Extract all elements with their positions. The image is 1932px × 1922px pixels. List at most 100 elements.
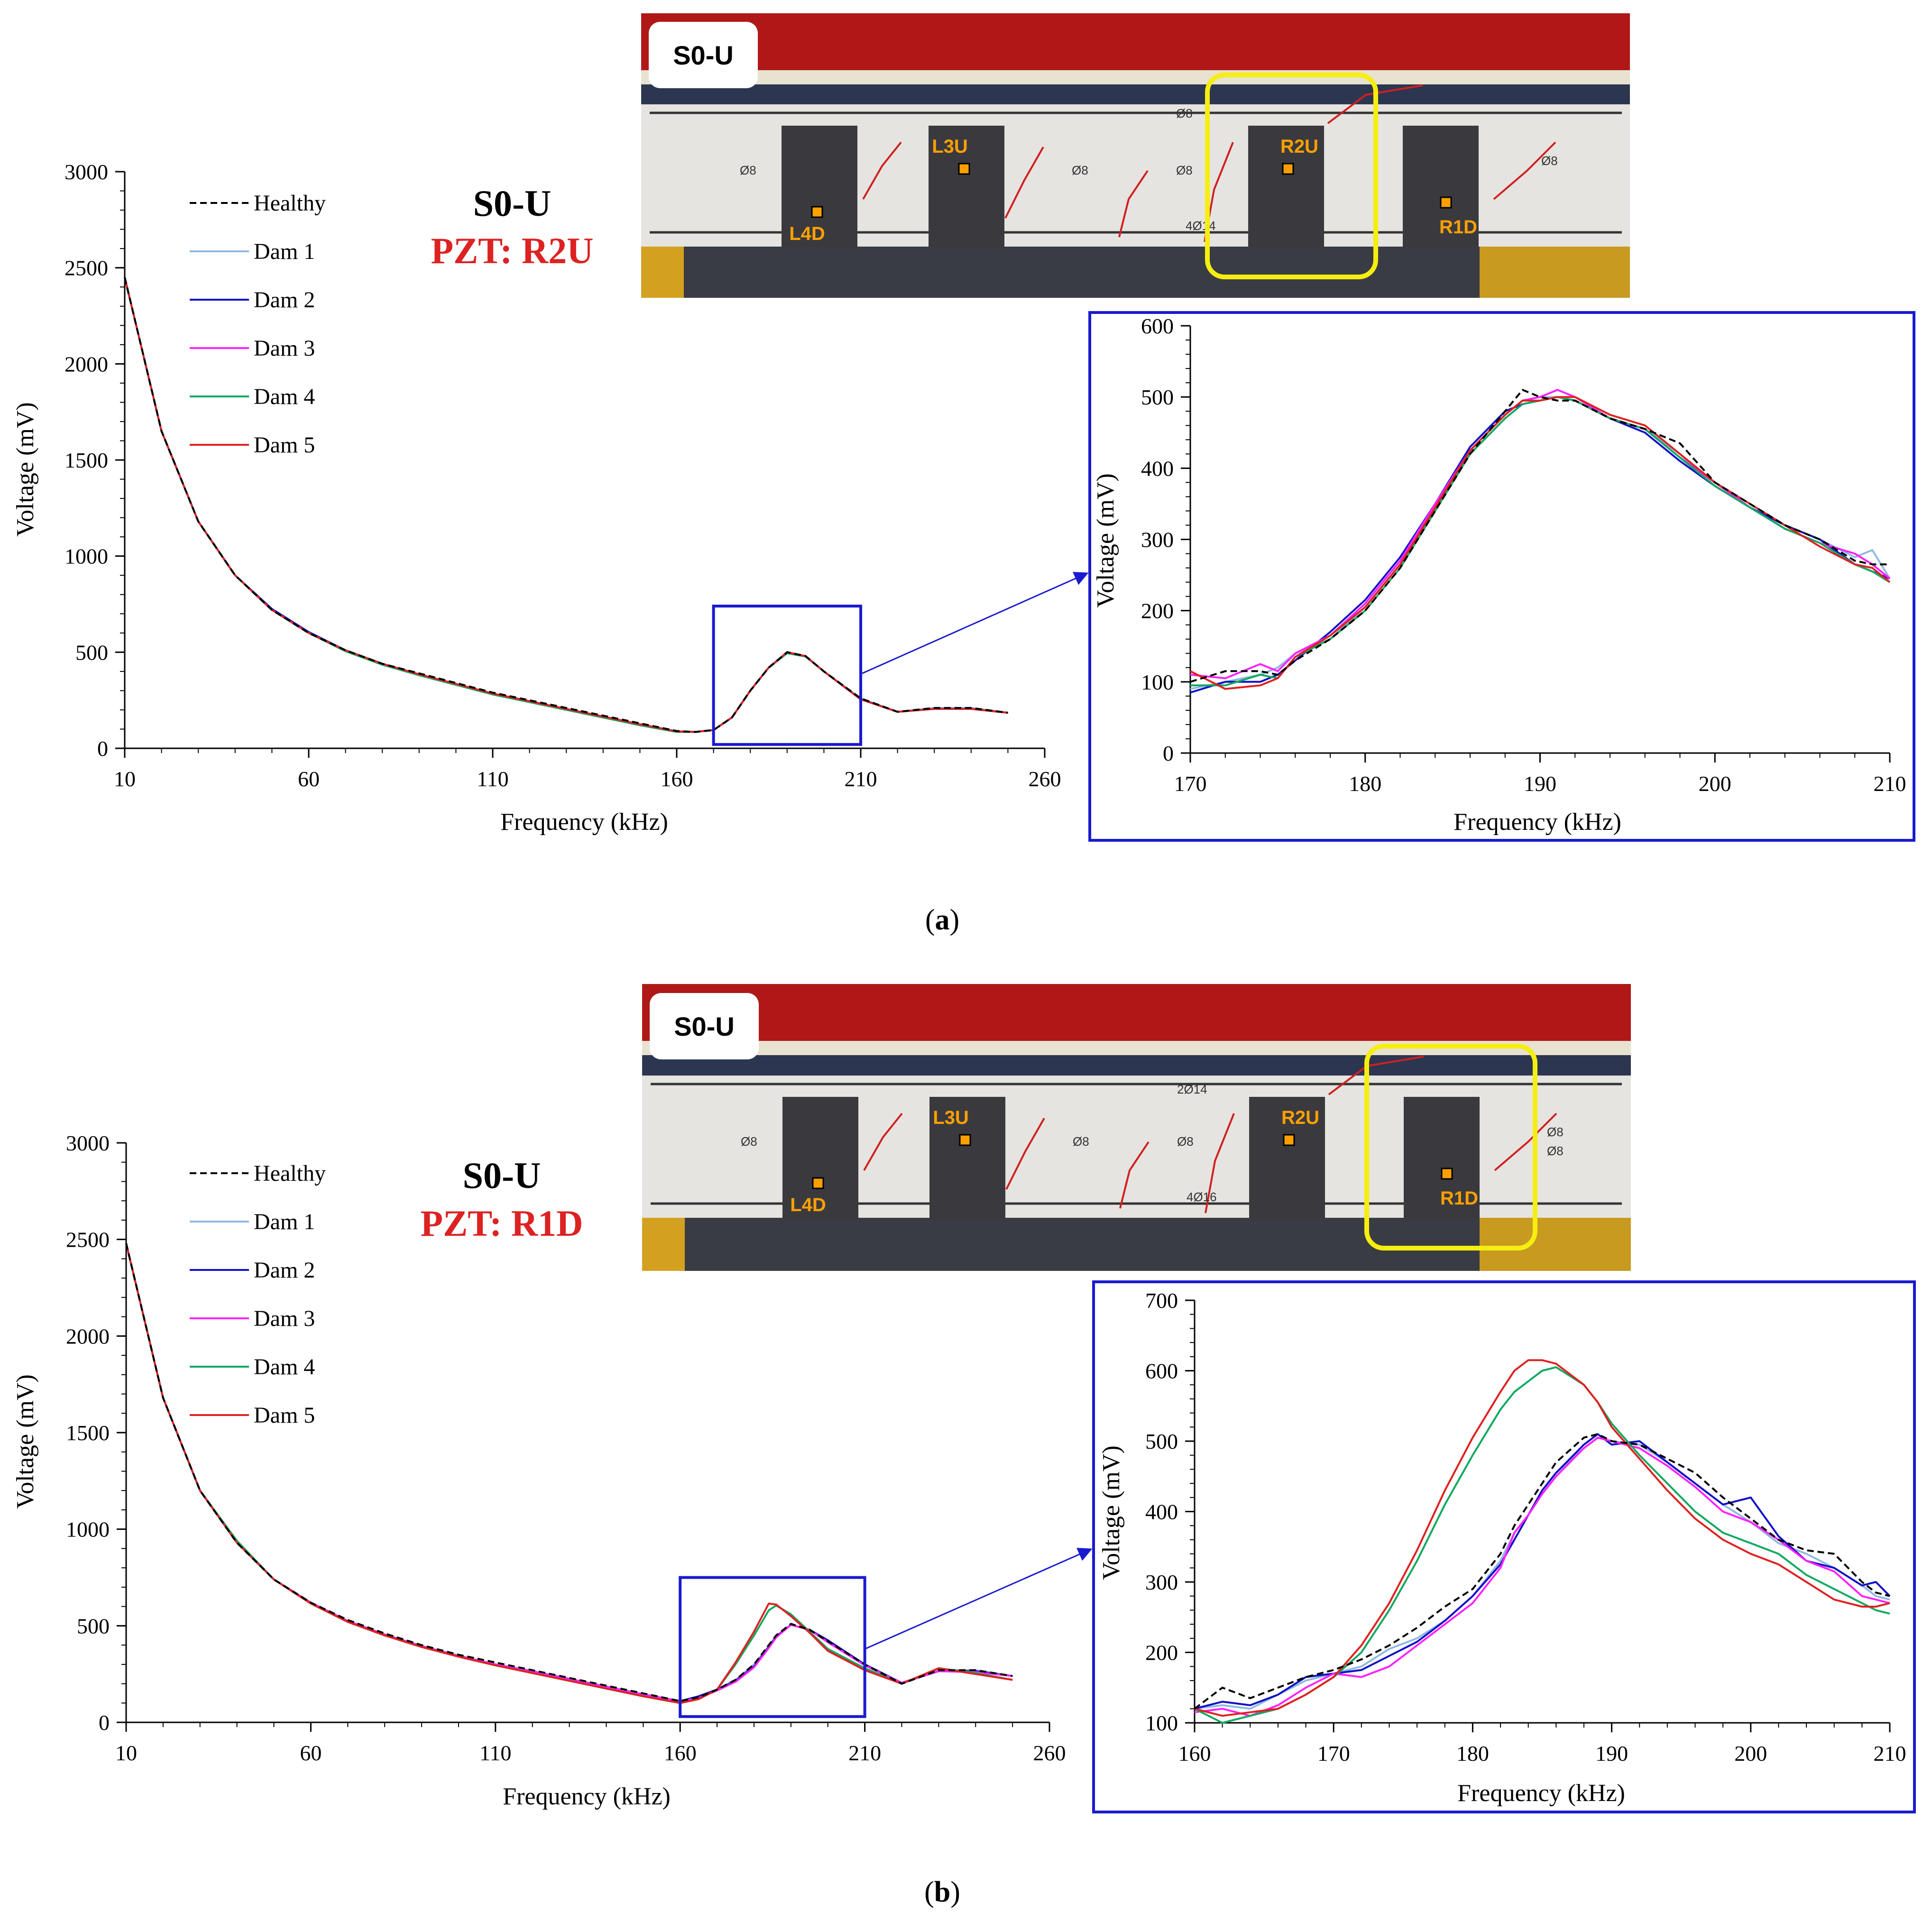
y-tick-label: 1000 [64, 544, 108, 569]
x-axis-label: Frequency (kHz) [1457, 1780, 1625, 1807]
x-tick-label: 110 [479, 1741, 511, 1765]
y-tick-label: 3000 [64, 160, 108, 184]
beam-photo-a: Ø8 Ø8 Ø8 Ø8 4Ø14 Ø8 S0-U L4D L3U R2U R1D [641, 13, 1630, 298]
zoom-frame [1092, 1280, 1916, 1813]
legend-entry: Dam 2 [254, 1258, 315, 1283]
legend-a: Healthy Dam 1 Dam 2 Dam 3 Dam 4 Dam 5 [190, 191, 326, 458]
x-tick-label: 190 [1524, 772, 1556, 796]
series-line-healthy [1194, 1433, 1890, 1710]
sensor-label: R2U [1281, 1107, 1319, 1128]
x-tick-label: 10 [115, 1741, 137, 1765]
panel-caption-b: (b) [924, 1876, 960, 1908]
sensor-marker-r1d [1440, 196, 1452, 209]
bar-mark: 2Ø14 [1177, 1082, 1207, 1096]
series-line-healthy [1190, 389, 1890, 683]
x-tick-label: 170 [1317, 1741, 1350, 1766]
x-tick-label: 210 [845, 767, 877, 791]
y-tick-label: 0 [97, 736, 108, 761]
series-line-dam-3 [1194, 1436, 1890, 1717]
series-line-dam-1 [1194, 1436, 1890, 1710]
legend-entry: Dam 4 [254, 384, 315, 409]
pzt-label: PZT: R2U [431, 230, 593, 271]
sensor-label: R2U [1280, 136, 1318, 157]
sensor-marker-l4d [812, 1177, 824, 1189]
bar-mark: Ø8 [1072, 163, 1088, 177]
x-tick-label: 210 [1874, 772, 1906, 796]
legend-entry: Dam 3 [254, 1306, 315, 1331]
y-axis-label: Voltage (mV) [1092, 473, 1119, 608]
x-axis-label: Frequency (kHz) [500, 809, 668, 836]
x-tick-label: 200 [1699, 772, 1731, 796]
legend-entry: Dam 5 [254, 1403, 315, 1428]
sensor-marker-r1d [1441, 1168, 1453, 1180]
y-tick-label: 500 [75, 640, 108, 664]
zoom-frame [1088, 311, 1915, 842]
x-tick-label: 10 [114, 767, 136, 791]
zoom-arrow [864, 1547, 1093, 1650]
x-axis-label: Frequency (kHz) [503, 1783, 671, 1810]
series-line-healthy [125, 1243, 1013, 1702]
x-tick-label: 210 [848, 1741, 881, 1765]
bar-mark: 4Ø14 [1186, 219, 1216, 233]
x-tick-label: 160 [1178, 1741, 1211, 1766]
y-tick-label: 300 [1145, 1570, 1178, 1594]
sensor-label: R1D [1439, 217, 1477, 238]
y-axis-label: Voltage (mV) [1098, 1445, 1125, 1580]
series-line-dam-3 [1190, 389, 1891, 680]
y-tick-label: 600 [1145, 1359, 1178, 1383]
sensor-label: L3U [933, 1107, 969, 1128]
sensor-label: R1D [1440, 1188, 1478, 1209]
x-tick-label: 160 [664, 1741, 697, 1765]
bar-mark: Ø8 [740, 163, 756, 177]
photo-badge-text: S0-U [673, 40, 734, 70]
x-tick-label: 210 [1874, 1741, 1906, 1766]
zoom-arrow [862, 572, 1089, 674]
y-tick-label: 2000 [64, 352, 108, 376]
y-tick-label: 700 [1145, 1288, 1178, 1313]
x-tick-label: 190 [1595, 1741, 1628, 1766]
y-tick-label: 2000 [66, 1324, 110, 1348]
y-tick-label: 600 [1141, 314, 1174, 338]
x-tick-label: 260 [1033, 1741, 1066, 1765]
zoom-chart-a: Frequency (kHz) Voltage (mV) 170 180 190 20… [1088, 311, 1915, 842]
y-tick-label: 2500 [66, 1228, 110, 1252]
bar-mark: Ø8 [1547, 1125, 1564, 1139]
legend-entry: Dam 1 [254, 1209, 315, 1234]
bar-mark: Ø8 [1176, 106, 1193, 120]
sensor-marker-l3u [958, 163, 970, 175]
zoom-region-box [712, 605, 862, 746]
specimen-label: S0-U [473, 183, 552, 224]
sensor-label: L4D [789, 223, 825, 244]
pzt-label: PZT: R1D [420, 1203, 583, 1244]
sensor-marker-r2u [1282, 163, 1294, 175]
y-tick-label: 500 [1141, 385, 1174, 409]
x-tick-label: 200 [1734, 1741, 1767, 1766]
panel-a: Ø8 Ø8 Ø8 Ø8 4Ø14 Ø8 S0-U L4D L3U R2U R1D… [12, 13, 1915, 936]
legend-entry: Dam 4 [254, 1354, 315, 1379]
photo-badge-text: S0-U [674, 1012, 735, 1041]
series-line-dam-4 [1190, 396, 1891, 687]
series-line-dam-1 [1190, 396, 1891, 690]
y-tick-label: 400 [1145, 1500, 1178, 1524]
main-chart-a: Frequency (kHz) Voltage (mV) 10 60 110 160 2… [12, 160, 1061, 836]
panel-b: Ø8 Ø8 Ø8 Ø8 2Ø14 4Ø16 Ø8 S0-U L4D L3U R2… [12, 984, 1916, 1908]
photo-badge [650, 993, 759, 1059]
legend-b: Healthy Dam 1 Dam 2 Dam 3 Dam 4 Dam 5 [190, 1161, 326, 1428]
sensor-marker-r2u [1283, 1134, 1295, 1146]
y-tick-label: 100 [1141, 670, 1174, 694]
y-tick-label: 500 [1145, 1429, 1178, 1453]
legend-entry: Dam 2 [254, 287, 315, 313]
y-tick-label: 100 [1145, 1711, 1178, 1735]
zoom-region-box [679, 1576, 866, 1718]
bar-mark: 4Ø16 [1187, 1190, 1217, 1204]
y-tick-label: 2500 [64, 256, 108, 280]
y-tick-label: 3000 [66, 1131, 110, 1155]
specimen-label: S0-U [463, 1155, 541, 1196]
x-tick-label: 60 [298, 767, 320, 791]
y-tick-label: 300 [1141, 528, 1174, 552]
zoom-chart-b: Frequency (kHz) Voltage (mV) 160 170 180 19… [1092, 1280, 1916, 1813]
y-tick-label: 0 [99, 1710, 110, 1735]
y-tick-label: 1000 [66, 1517, 110, 1542]
y-tick-label: 400 [1141, 456, 1174, 480]
